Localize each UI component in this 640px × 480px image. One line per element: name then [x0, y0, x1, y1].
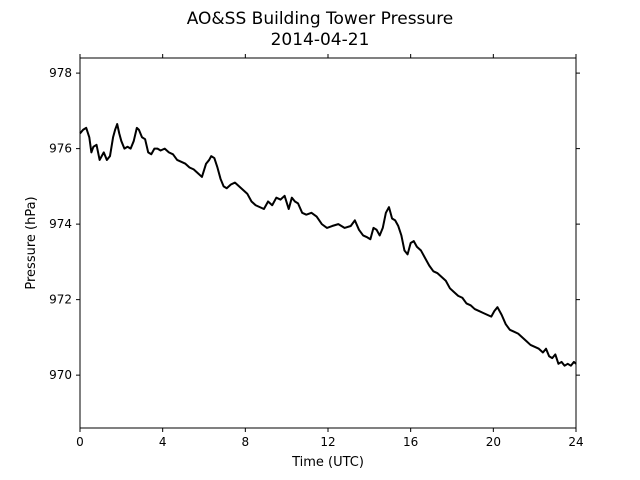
x-tick-label: 16: [403, 435, 418, 449]
y-tick-label: 974: [49, 217, 72, 231]
plot-frame: [79, 57, 577, 429]
y-axis: 970 972 974 976 978: [49, 66, 580, 382]
x-tick-label: 12: [320, 435, 335, 449]
y-tick-label: 972: [49, 293, 72, 307]
x-tick-label: 20: [486, 435, 501, 449]
x-axis: 0 4 8 12 16 20 24: [76, 54, 584, 449]
x-tick-label: 4: [159, 435, 167, 449]
x-tick-label: 0: [76, 435, 84, 449]
y-tick-label: 970: [49, 368, 72, 382]
y-tick-label: 976: [49, 142, 72, 156]
chart-title: AO&SS Building Tower Pressure: [187, 9, 454, 29]
y-axis-label: Pressure (hPa): [24, 196, 39, 289]
series-line: [79, 123, 577, 367]
x-tick-label: 24: [568, 435, 583, 449]
plot-area: [79, 123, 577, 367]
y-tick-label: 978: [49, 66, 72, 80]
x-axis-label: Time (UTC): [291, 455, 364, 470]
x-tick-label: 8: [242, 435, 250, 449]
chart-subtitle: 2014-04-21: [271, 30, 370, 50]
